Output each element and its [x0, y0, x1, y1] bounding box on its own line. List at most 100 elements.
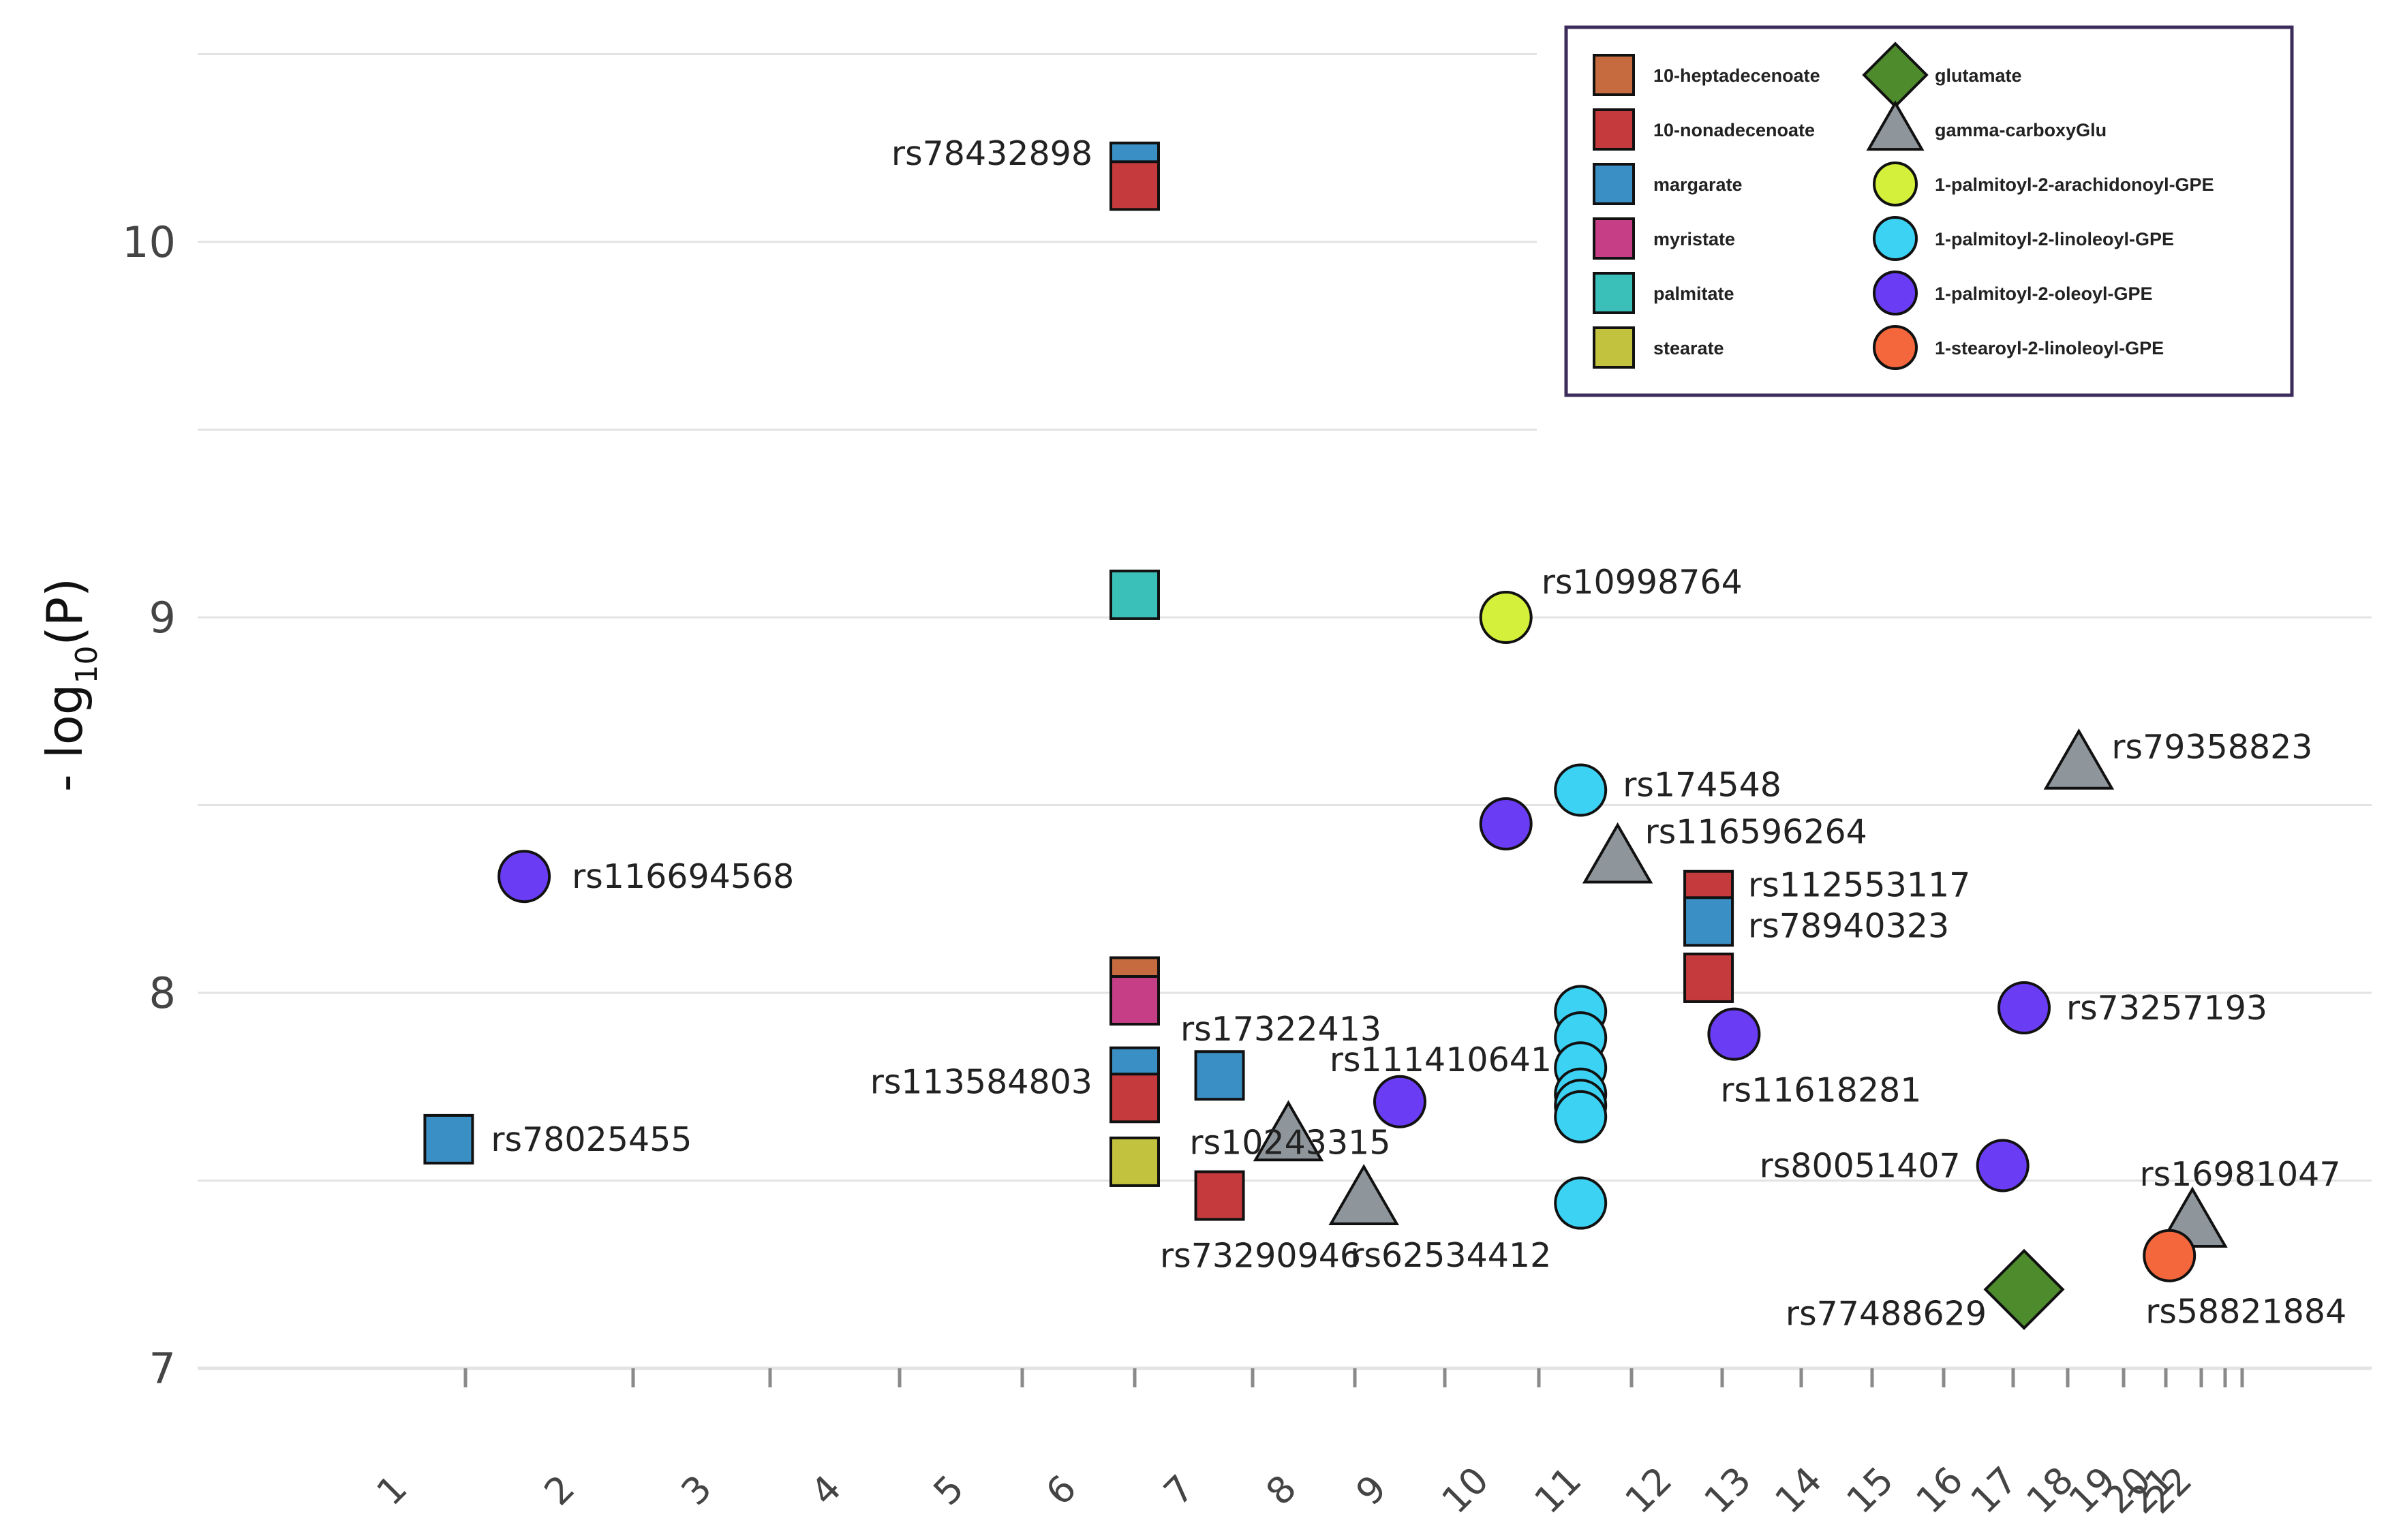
- point-label: rs58821884: [2145, 1293, 2346, 1331]
- data-point: [2143, 1229, 2196, 1282]
- legend: 10-heptadecenoate 10-nonadecenoate margara…: [1564, 25, 2294, 397]
- y-tick-label: 8: [149, 968, 176, 1018]
- legend-marker: [1873, 271, 1918, 315]
- legend-marker: [1873, 216, 1918, 261]
- data-point: [1194, 1050, 1245, 1101]
- x-tick-label: 10: [1433, 1458, 1497, 1522]
- data-point: [1109, 569, 1160, 620]
- data-point: [1554, 1090, 1608, 1143]
- x-tick-label: 9: [1347, 1466, 1394, 1513]
- point-label: rs11618281: [1720, 1071, 1921, 1110]
- x-tick-label: 17: [1962, 1458, 2025, 1522]
- x-tick-label: 16: [1908, 1458, 1971, 1522]
- point-label: rs16981047: [2139, 1155, 2340, 1194]
- point-label: rs78025455: [491, 1120, 692, 1159]
- x-tick-label: 13: [1696, 1458, 1759, 1522]
- legend-marker: [1593, 108, 1635, 151]
- y-axis: 7 8 9 10: [122, 217, 176, 1393]
- legend-label: stearate: [1653, 338, 1724, 358]
- x-tick-label: 6: [1037, 1466, 1084, 1513]
- legend-label: gamma-carboxyGlu: [1935, 120, 2107, 140]
- data-point: [1976, 1139, 2030, 1192]
- point-label: rs116596264: [1645, 813, 1867, 852]
- data-point: [1997, 981, 2051, 1035]
- point-label: rs80051407: [1760, 1146, 1961, 1185]
- legend-label: 1-palmitoyl-2-oleoyl-GPE: [1935, 283, 2153, 304]
- legend-marker: [1873, 325, 1918, 370]
- x-tick-label: 3: [673, 1466, 720, 1513]
- x-tick-label: 8: [1257, 1466, 1304, 1513]
- data-point: [1109, 1136, 1160, 1187]
- point-label: rs111410641: [1330, 1041, 1552, 1079]
- legend-marker: [1866, 100, 1925, 151]
- legend-marker: [1593, 163, 1635, 205]
- x-tick-label: 11: [1526, 1458, 1589, 1522]
- data-points: [423, 141, 2228, 1330]
- point-label: rs77488629: [1786, 1294, 1987, 1333]
- legend-marker: [1593, 326, 1635, 369]
- data-point: [1683, 952, 1734, 1003]
- y-tick-label: 7: [149, 1344, 176, 1393]
- point-label: rs113584803: [870, 1062, 1092, 1101]
- point-label: rs62534412: [1350, 1236, 1551, 1275]
- data-point: [1109, 975, 1160, 1026]
- legend-marker: [1873, 161, 1918, 206]
- data-point: [1554, 763, 1608, 817]
- x-tick-label: 7: [1155, 1466, 1202, 1513]
- point-label: rs73290946: [1160, 1237, 1361, 1276]
- data-point: [1983, 1248, 2065, 1330]
- x-tick-label: 14: [1766, 1458, 1830, 1522]
- legend-marker: [1593, 272, 1635, 314]
- data-point: [1582, 822, 1653, 884]
- y-axis-label: - log10(P): [36, 578, 104, 792]
- data-point: [1253, 1100, 1324, 1162]
- legend-label: margarate: [1653, 174, 1743, 195]
- data-point: [1328, 1164, 1399, 1225]
- point-label: rs10243315: [1189, 1123, 1390, 1162]
- point-label: rs73257193: [2066, 989, 2267, 1028]
- point-label: rs116694568: [572, 857, 794, 896]
- legend-label: 1-palmitoyl-2-linoleoyl-GPE: [1935, 229, 2174, 249]
- data-point: [1109, 1073, 1160, 1124]
- data-point: [1554, 1176, 1608, 1230]
- grid-lines: [198, 53, 2372, 1370]
- y-tick-label: 10: [122, 217, 176, 267]
- x-tick-label: 12: [1617, 1458, 1680, 1522]
- legend-label: 1-stearoyl-2-linoleoyl-GPE: [1935, 338, 2164, 358]
- data-point: [1479, 591, 1533, 644]
- legend-label: palmitate: [1653, 283, 1734, 304]
- data-point: [1479, 797, 1533, 851]
- data-point: [1194, 1170, 1245, 1221]
- x-tick-label: 1: [368, 1466, 415, 1513]
- data-point: [1109, 160, 1160, 211]
- x-tick-label: 15: [1838, 1458, 1901, 1522]
- x-tick-label: 2: [536, 1466, 583, 1513]
- point-label: rs17322413: [1180, 1010, 1381, 1049]
- legend-box: [1564, 25, 2294, 397]
- data-point: [2043, 728, 2115, 790]
- point-labels: rs78432898 rs10998764 rs79358823 rs174548 rs…: [491, 134, 2346, 1333]
- legend-label: 10-nonadecenoate: [1653, 120, 1815, 140]
- legend-marker: [1593, 217, 1635, 260]
- point-label: rs78432898: [891, 134, 1092, 173]
- legend-marker: [1593, 54, 1635, 96]
- point-label: rs112553117: [1748, 866, 1970, 905]
- point-label: rs79358823: [2111, 728, 2312, 767]
- data-point: [1373, 1075, 1426, 1128]
- legend-label: 10-heptadecenoate: [1653, 65, 1820, 86]
- x-tick-label: 5: [925, 1466, 972, 1513]
- legend-label: 1-palmitoyl-2-arachidonoyl-GPE: [1935, 174, 2214, 195]
- data-point: [423, 1113, 474, 1165]
- point-label: rs174548: [1623, 765, 1781, 804]
- y-tick-label: 9: [149, 593, 176, 643]
- data-point: [1683, 896, 1734, 947]
- data-point: [497, 850, 551, 904]
- x-tick-label: 4: [802, 1466, 849, 1513]
- data-point: [1707, 1007, 1761, 1061]
- legend-label: glutamate: [1935, 65, 2022, 86]
- point-label: rs78940323: [1748, 906, 1949, 945]
- legend-label: myristate: [1653, 229, 1735, 249]
- point-label: rs10998764: [1542, 563, 1743, 602]
